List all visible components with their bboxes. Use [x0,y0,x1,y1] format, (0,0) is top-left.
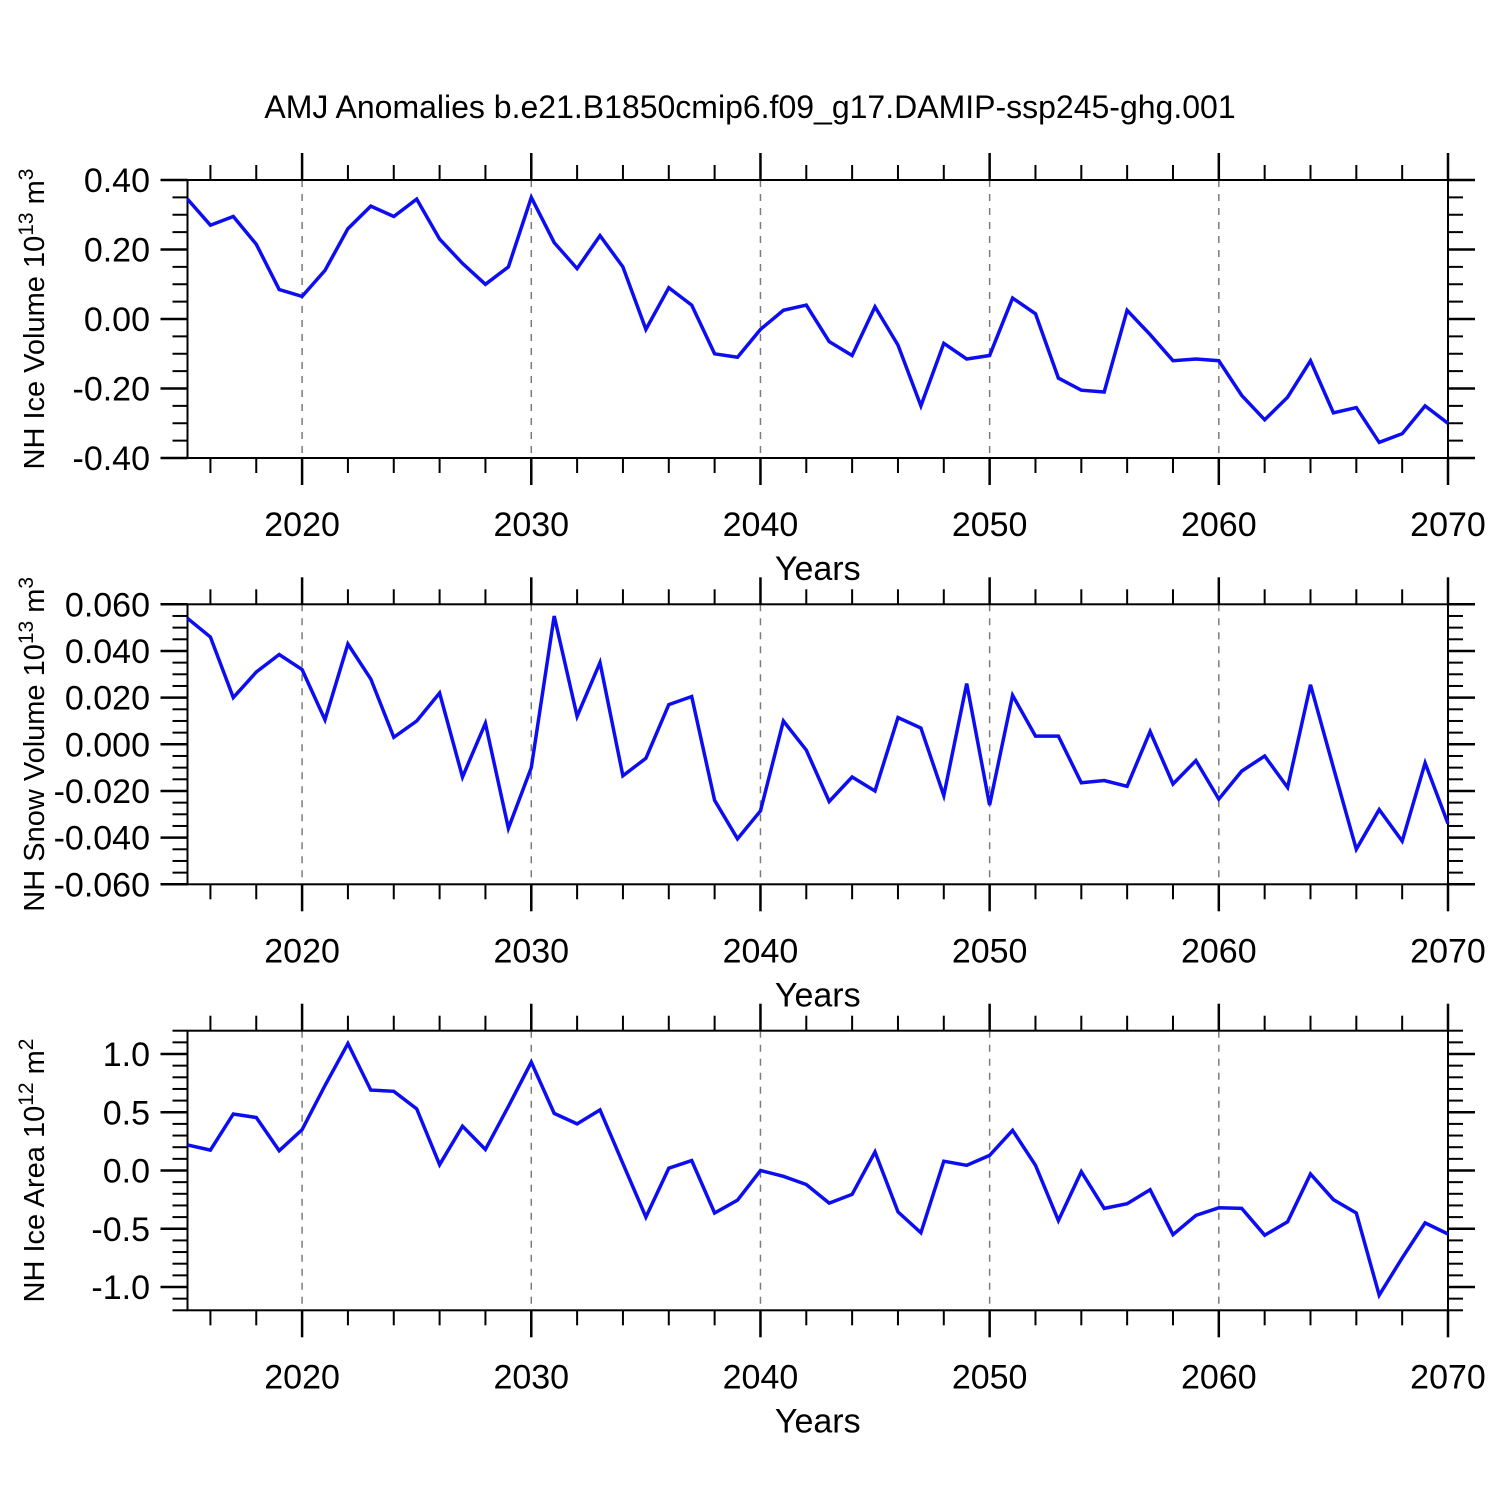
y-tick-label: -0.040 [54,820,150,858]
axis-ticks [160,153,1475,485]
panel-nh-ice-volume: 2020 2030 2040 2050 2060 2070 0.40 0.20 0.00 -0.2… [15,153,1486,588]
x-tick-label: 2020 [264,506,340,544]
y-tick-label: 0.060 [65,586,150,624]
plot-frame [186,179,1449,459]
y-tick-label: -0.20 [73,371,151,409]
panel-nh-snow-volume: 2020 2030 2040 2050 2060 2070 0.060 0.040 0.020 0… [15,577,1486,1014]
y-tick-label: 1.0 [103,1036,150,1074]
y-tick-label: 0.5 [103,1094,150,1132]
axis-ticks [160,1003,1475,1338]
x-tick-label: 2070 [1410,506,1486,544]
x-axis-label: Years [775,976,861,1014]
decade-gridlines [301,180,1220,458]
y-tick-label: 0.040 [65,633,150,671]
series-nh-ice-area [187,1039,1449,1300]
decade-gridlines [301,604,1220,885]
x-tick-label: 2040 [723,1358,799,1396]
x-tick-label: 2030 [493,506,569,544]
y-tick-label: -0.060 [54,866,150,904]
x-tick-label: 2020 [264,932,340,970]
y-axis-label: NH Ice Volume 1013 m3 [15,169,51,470]
y-tick-label: 0.0 [103,1153,150,1191]
x-tick-label: 2070 [1410,1358,1486,1396]
x-tick-label: 2050 [952,506,1028,544]
y-tick-label: 0.000 [65,726,150,764]
x-tick-label: 2060 [1181,1358,1257,1396]
y-tick-label: 0.00 [84,301,150,339]
y-tick-label: -1.0 [91,1269,150,1307]
x-tick-label: 2060 [1181,932,1257,970]
x-tick-label: 2050 [952,1358,1028,1396]
x-tick-label: 2070 [1410,932,1486,970]
x-tick-label: 2040 [723,506,799,544]
chart-title: AMJ Anomalies b.e21.B1850cmip6.f09_g17.D… [264,89,1235,125]
y-tick-label: -0.5 [91,1211,150,1249]
panels-group: 2020 2030 2040 2050 2060 2070 0.40 0.20 0.00 -0.2… [15,153,1486,1440]
axis-ticks [160,577,1475,912]
series-nh-ice-volume [186,192,1450,445]
y-tick-label: 0.020 [65,680,150,718]
y-tick-label: -0.40 [73,440,151,478]
panel-nh-ice-area: 2020 2030 2040 2050 2060 2070 1.0 0.5 0.0 -0.5 -1.… [15,1003,1486,1440]
x-tick-label: 2060 [1181,506,1257,544]
y-tick-label: -0.020 [54,773,150,811]
plot-frame [186,1029,1449,1312]
x-tick-label: 2030 [493,1358,569,1396]
y-tick-label: 0.40 [84,162,150,200]
decade-gridlines [301,1030,1220,1311]
y-tick-label: 0.20 [84,232,150,270]
x-axis-label: Years [775,1402,861,1440]
series-nh-snow-volume [186,615,1450,854]
x-tick-label: 2020 [264,1358,340,1396]
x-tick-label: 2040 [723,932,799,970]
x-tick-label: 2050 [952,932,1028,970]
x-tick-label: 2030 [493,932,569,970]
y-axis-label: NH Ice Area 1012 m2 [15,1039,51,1303]
y-axis-label: NH Snow Volume 1013 m3 [15,577,51,912]
x-axis-label: Years [775,550,861,588]
plot-frame [186,603,1449,886]
